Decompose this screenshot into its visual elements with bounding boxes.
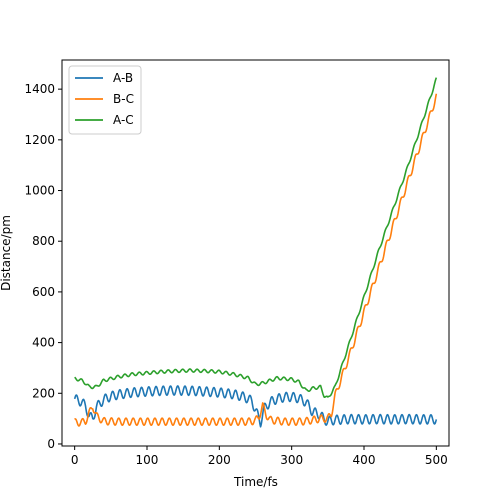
series-line-b-c [74,93,438,427]
legend-label: A-C [113,113,134,127]
x-axis-label: Time/fs [233,475,278,489]
plot-frame [61,59,450,447]
legend: A-B B-C A-C [68,65,142,135]
y-tick-label: 800 [32,234,55,248]
series-line-a-b [73,385,438,428]
y-tick-label: 1400 [24,82,55,96]
x-tick-label: 100 [136,453,159,467]
plot-lines [73,77,438,428]
series-line-a-c [74,77,438,398]
x-tick-label: 400 [353,453,376,467]
x-axis: 0 100 200 300 400 500 [71,446,448,467]
legend-label: A-B [113,71,133,85]
x-tick-label: 300 [280,453,303,467]
legend-box [68,65,142,135]
x-tick-label: 0 [71,453,79,467]
y-tick-label: 600 [32,285,55,299]
y-tick-label: 400 [32,336,55,350]
legend-label: B-C [113,92,134,106]
y-tick-label: 1200 [24,133,55,147]
y-axis: 0 200 400 600 800 1000 1200 1400 [24,82,62,451]
y-axis-label: Distance/pm [0,215,13,291]
y-tick-label: 0 [47,437,55,451]
x-tick-label: 500 [425,453,448,467]
y-tick-label: 1000 [24,184,55,198]
y-tick-label: 200 [32,386,55,400]
x-tick-label: 200 [208,453,231,467]
